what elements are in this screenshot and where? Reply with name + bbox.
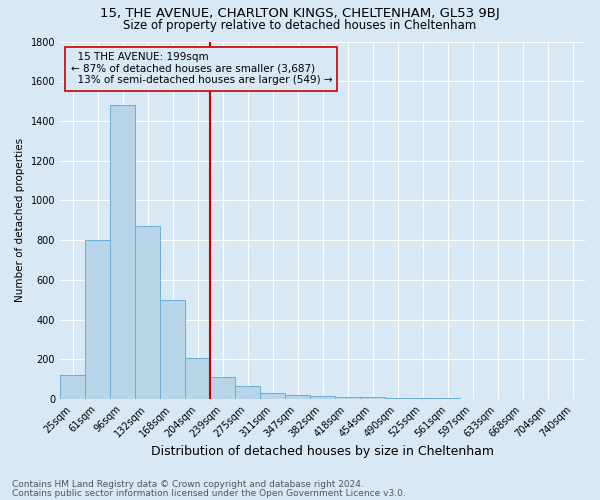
Bar: [335, 397, 360, 399]
Bar: [210, 377, 235, 399]
Bar: [135, 226, 160, 399]
Bar: [260, 393, 285, 399]
Bar: [435, 398, 460, 399]
Y-axis label: Number of detached properties: Number of detached properties: [15, 138, 25, 302]
Bar: [410, 398, 435, 399]
Bar: [360, 398, 385, 399]
Bar: [85, 240, 110, 399]
Bar: [160, 300, 185, 399]
Text: Contains public sector information licensed under the Open Government Licence v3: Contains public sector information licen…: [12, 488, 406, 498]
Text: 15, THE AVENUE, CHARLTON KINGS, CHELTENHAM, GL53 9BJ: 15, THE AVENUE, CHARLTON KINGS, CHELTENH…: [100, 8, 500, 20]
Text: Contains HM Land Registry data © Crown copyright and database right 2024.: Contains HM Land Registry data © Crown c…: [12, 480, 364, 489]
Bar: [235, 386, 260, 399]
Bar: [60, 375, 85, 399]
Bar: [185, 358, 210, 399]
Bar: [285, 395, 310, 399]
Bar: [110, 105, 135, 399]
Bar: [310, 396, 335, 399]
Text: 15 THE AVENUE: 199sqm
← 87% of detached houses are smaller (3,687)
  13% of semi: 15 THE AVENUE: 199sqm ← 87% of detached …: [71, 52, 332, 86]
Text: Size of property relative to detached houses in Cheltenham: Size of property relative to detached ho…: [124, 18, 476, 32]
Bar: [385, 398, 410, 399]
X-axis label: Distribution of detached houses by size in Cheltenham: Distribution of detached houses by size …: [151, 444, 494, 458]
